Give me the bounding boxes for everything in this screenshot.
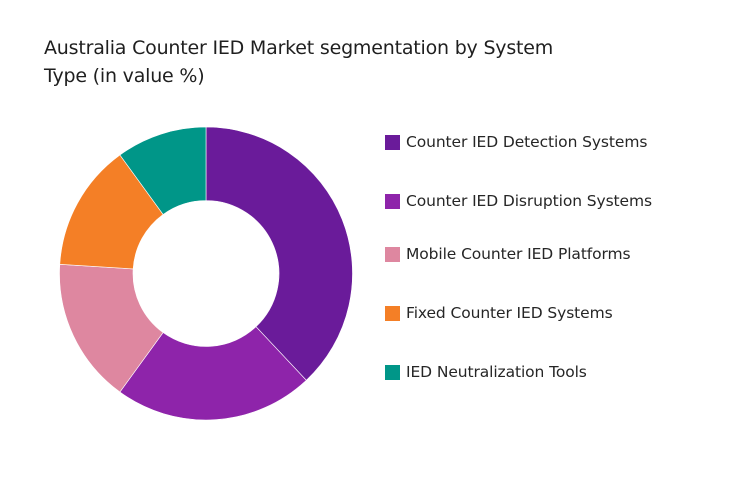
legend-swatch-mobile bbox=[385, 247, 400, 262]
chart-title: Australia Counter IED Market segmentatio… bbox=[44, 37, 554, 87]
legend-label-disruption: Counter IED Disruption Systems bbox=[406, 192, 652, 210]
donut-slice-disruption bbox=[119, 326, 307, 421]
legend-label-neutralization: IED Neutralization Tools bbox=[406, 363, 587, 381]
legend-label-detection: Counter IED Detection Systems bbox=[406, 133, 648, 151]
legend-swatch-detection bbox=[385, 135, 400, 150]
legend-label-mobile: Mobile Counter IED Platforms bbox=[406, 245, 631, 263]
legend-swatch-disruption bbox=[385, 194, 400, 209]
legend-label-fixed: Fixed Counter IED Systems bbox=[406, 304, 613, 322]
donut-slice-detection bbox=[205, 126, 353, 381]
donut-slice-neutralization bbox=[119, 126, 207, 215]
legend-swatch-fixed bbox=[385, 306, 400, 321]
legend-swatch-neutralization bbox=[385, 365, 400, 380]
